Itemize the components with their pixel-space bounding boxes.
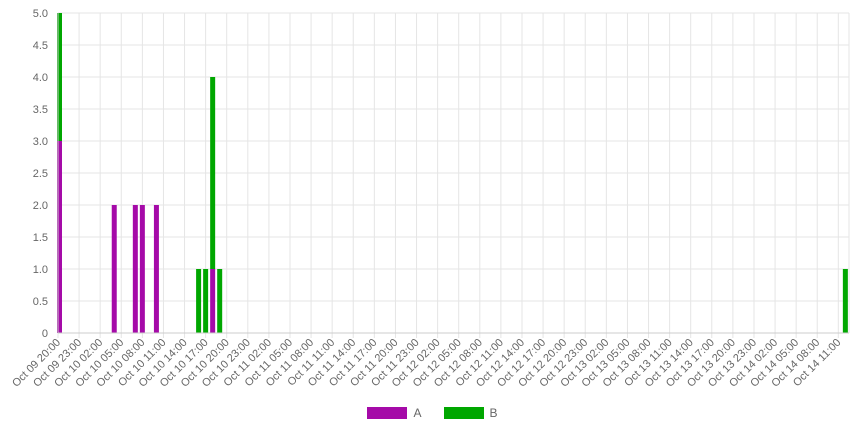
bar-a (111, 205, 117, 333)
bars (57, 13, 848, 333)
bar-b (842, 269, 848, 333)
bar-a (139, 205, 145, 333)
grid (57, 12, 850, 338)
y-tick-label: 3.0 (33, 136, 48, 148)
legend-swatch-a (367, 407, 408, 419)
bar-b (57, 13, 62, 141)
y-tick-label: 2.5 (33, 168, 48, 180)
bar-b (203, 269, 209, 333)
bar-a (210, 269, 216, 333)
y-tick-label: 3.5 (33, 104, 48, 116)
legend: A B (0, 406, 865, 420)
bar-a (132, 205, 138, 333)
y-tick-label: 4.5 (33, 40, 48, 52)
y-tick-label: 0.5 (33, 296, 48, 308)
bar-a (57, 141, 62, 333)
bar-a (153, 205, 159, 333)
y-tick-label: 0 (42, 328, 48, 340)
legend-label-b: B (489, 406, 498, 420)
y-tick-label: 1.0 (33, 264, 48, 276)
y-tick-label: 4.0 (33, 72, 48, 84)
legend-item-a[interactable]: A (367, 406, 422, 420)
legend-swatch-b (443, 407, 484, 419)
y-tick-label: 1.5 (33, 232, 48, 244)
bar-b (196, 269, 202, 333)
bar-b (210, 77, 216, 269)
legend-label-a: A (413, 406, 422, 420)
bar-b (217, 269, 223, 333)
y-tick-label: 2.0 (33, 200, 48, 212)
legend-item-b[interactable]: B (443, 406, 498, 420)
y-tick-label: 5.0 (33, 8, 48, 20)
